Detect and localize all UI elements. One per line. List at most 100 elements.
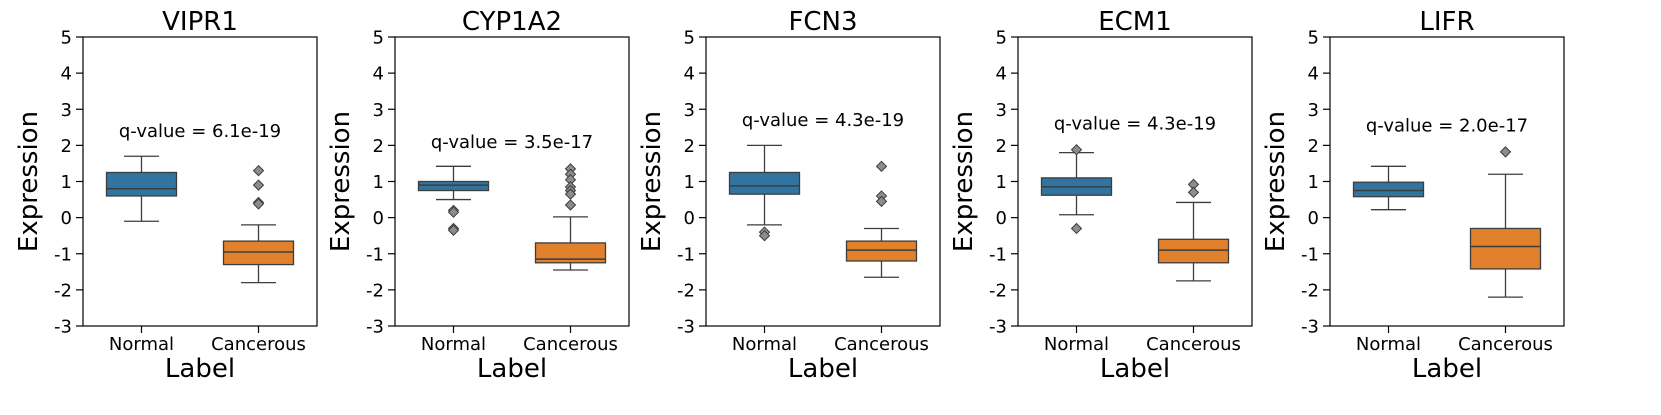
outlier-point — [1187, 186, 1200, 199]
x-tick-label: Cancerous — [1146, 334, 1241, 355]
q-value-annotation: q-value = 4.3e-19 — [1054, 114, 1216, 135]
y-tick-label: 2 — [1308, 136, 1319, 157]
y-tick-label: 2 — [684, 136, 695, 157]
y-tick-label: -2 — [1301, 280, 1319, 301]
plot-frame — [82, 36, 318, 327]
iqr-box — [1157, 238, 1230, 264]
y-tick-label: 0 — [373, 208, 384, 229]
panel-title: LIFR — [1419, 7, 1474, 37]
y-tick-label: 4 — [373, 64, 384, 85]
y-tick-label: 4 — [1308, 64, 1319, 85]
outlier-point — [1070, 144, 1083, 156]
y-tick-label: -2 — [54, 280, 72, 301]
y-tick-label: 0 — [1308, 208, 1319, 229]
panel-title: CYP1A2 — [462, 7, 562, 37]
y-tick-label: -3 — [677, 317, 695, 338]
y-tick-label: 5 — [61, 28, 72, 49]
y-axis-label: Expression — [14, 111, 44, 252]
y-tick-label: -1 — [989, 244, 1007, 265]
outlier-point — [564, 199, 577, 211]
outlier-point — [875, 160, 888, 173]
x-axis-label: Label — [477, 354, 547, 384]
q-value-annotation: q-value = 4.3e-19 — [742, 110, 904, 131]
y-tick-label: -3 — [989, 317, 1007, 338]
y-tick-label: 1 — [996, 172, 1007, 193]
y-tick-label: 3 — [1308, 100, 1319, 121]
outlier-point — [875, 195, 888, 208]
iqr-box — [1352, 181, 1425, 198]
box-normal — [417, 165, 490, 236]
box-cancerous — [1469, 146, 1542, 298]
y-tick-label: 1 — [373, 172, 384, 193]
panel-title: VIPR1 — [162, 7, 238, 37]
box-cancerous — [222, 164, 295, 284]
iqr-box — [417, 180, 490, 192]
x-tick-label: Cancerous — [834, 334, 929, 355]
outlier-point — [447, 206, 460, 218]
iqr-box — [534, 242, 607, 264]
y-axis-label: Expression — [1261, 111, 1291, 252]
y-tick-label: 4 — [61, 64, 72, 85]
panel-title: FCN3 — [788, 7, 857, 37]
x-tick-label: Cancerous — [1458, 334, 1553, 355]
y-tick-label: 5 — [373, 28, 384, 49]
q-value-annotation: q-value = 6.1e-19 — [119, 121, 281, 142]
outlier-point — [252, 179, 265, 191]
y-tick-label: -1 — [677, 244, 695, 265]
y-tick-label: 4 — [684, 64, 695, 85]
iqr-box — [728, 171, 801, 195]
y-tick-label: 3 — [61, 100, 72, 121]
y-tick-label: 0 — [61, 208, 72, 229]
y-tick-label: 2 — [61, 136, 72, 157]
y-tick-label: -2 — [989, 280, 1007, 301]
x-tick-label: Normal — [421, 334, 486, 355]
y-tick-label: -2 — [677, 280, 695, 301]
outlier-point — [758, 229, 771, 242]
y-tick-label: 3 — [373, 100, 384, 121]
y-tick-label: 2 — [373, 136, 384, 157]
outlier-point — [1070, 222, 1083, 235]
y-tick-label: 4 — [996, 64, 1007, 85]
box-normal — [105, 155, 178, 222]
x-axis-label: Label — [165, 354, 235, 384]
outlier-point — [564, 188, 577, 200]
y-tick-label: 5 — [996, 28, 1007, 49]
box-normal — [1040, 144, 1113, 235]
x-tick-label: Normal — [109, 334, 174, 355]
x-tick-label: Normal — [732, 334, 797, 355]
y-axis-label: Expression — [326, 111, 356, 252]
y-tick-label: -1 — [366, 244, 384, 265]
outlier-point — [252, 164, 265, 177]
y-tick-label: -3 — [54, 317, 72, 338]
x-tick-label: Normal — [1044, 334, 1109, 355]
y-tick-label: -3 — [1301, 317, 1319, 338]
y-tick-label: -3 — [366, 317, 384, 338]
y-tick-label: 5 — [684, 28, 695, 49]
y-tick-label: 5 — [1308, 28, 1319, 49]
y-tick-label: 1 — [1308, 172, 1319, 193]
plot-frame — [394, 36, 630, 327]
outlier-point — [252, 198, 265, 210]
box-normal — [728, 144, 801, 242]
outlier-point — [1499, 146, 1512, 158]
q-value-annotation: q-value = 3.5e-17 — [431, 132, 593, 153]
iqr-box — [105, 171, 178, 197]
q-value-annotation: q-value = 2.0e-17 — [1366, 116, 1528, 137]
x-axis-label: Label — [1412, 354, 1482, 384]
y-tick-label: 1 — [684, 172, 695, 193]
x-tick-label: Cancerous — [211, 334, 306, 355]
box-cancerous — [534, 163, 607, 271]
panel-title: ECM1 — [1098, 7, 1172, 37]
y-tick-label: 0 — [684, 208, 695, 229]
x-tick-label: Cancerous — [523, 334, 618, 355]
plot-frame — [1329, 36, 1565, 327]
y-tick-label: -1 — [54, 244, 72, 265]
iqr-box — [222, 240, 295, 266]
plot-frame — [705, 36, 941, 327]
